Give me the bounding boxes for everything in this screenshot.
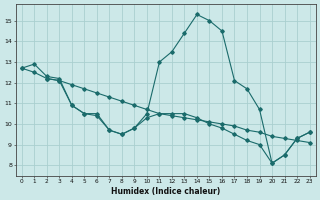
X-axis label: Humidex (Indice chaleur): Humidex (Indice chaleur) <box>111 187 220 196</box>
